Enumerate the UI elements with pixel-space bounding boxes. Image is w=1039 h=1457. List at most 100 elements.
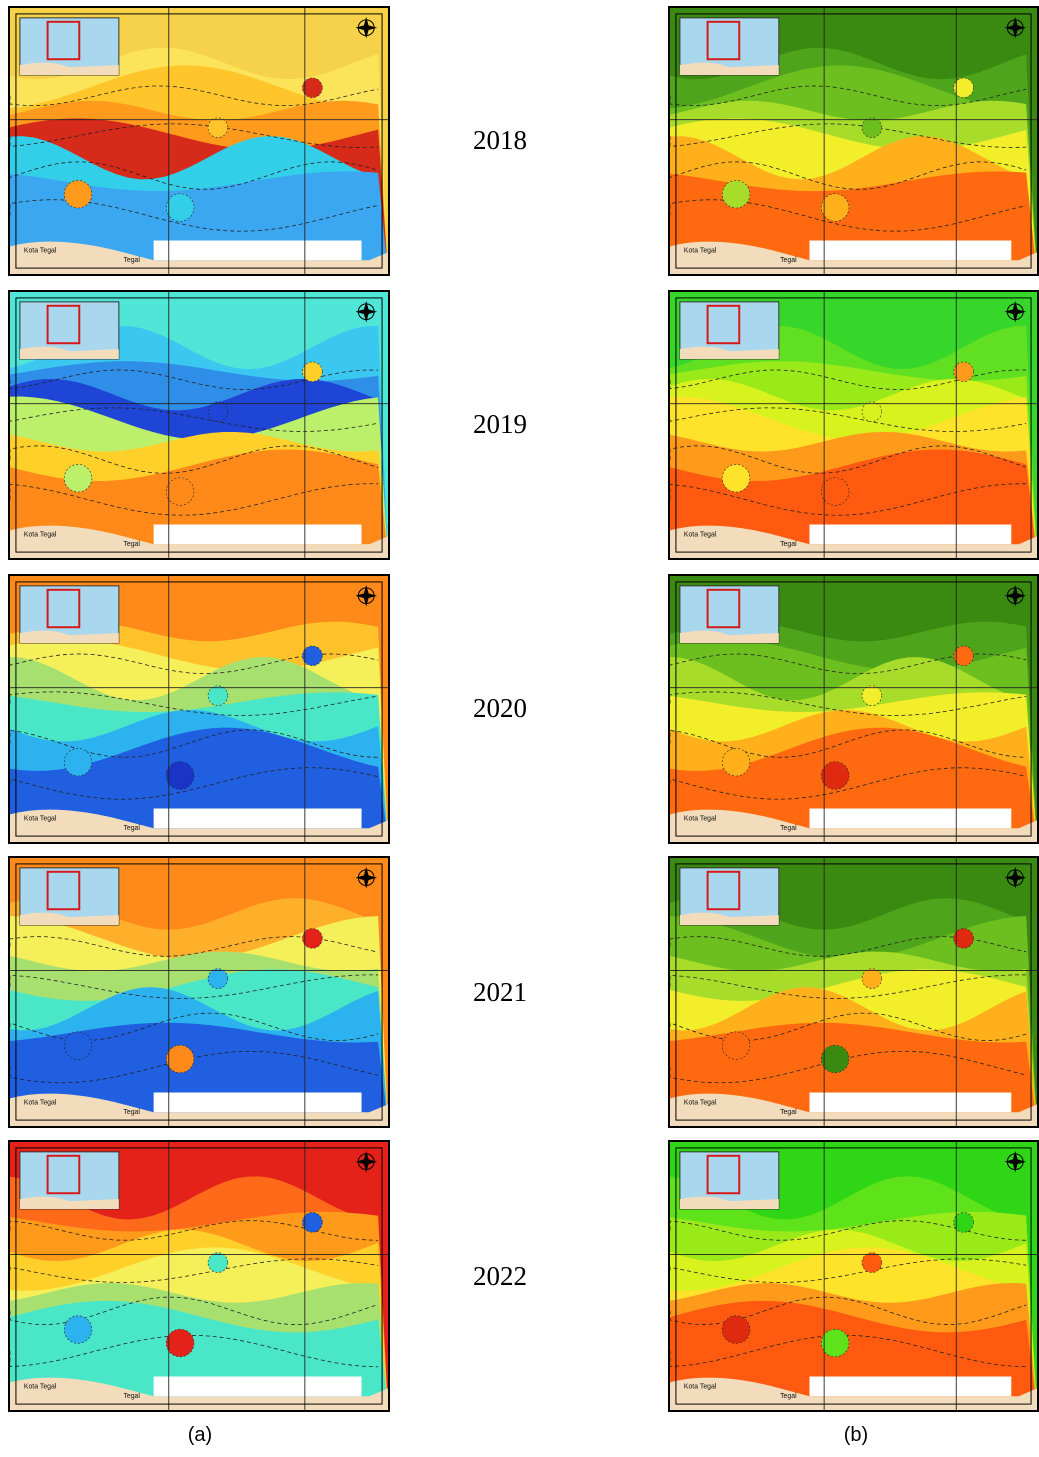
year-label-2019: 2019 (473, 409, 527, 439)
year-label-2020: 2020 (473, 693, 527, 723)
contour-line (10, 1050, 379, 1084)
contour-line (10, 483, 379, 516)
town-label: Tegal (123, 1393, 140, 1400)
contour-line (670, 1334, 1027, 1368)
white-area (809, 240, 1012, 261)
land-area (10, 809, 388, 842)
white-area (809, 1376, 1012, 1397)
contour-spot (861, 685, 883, 706)
town-label: Tegal (780, 825, 797, 832)
column-label-b: (b) (843, 1424, 869, 1446)
contour-line (670, 161, 1027, 190)
contour-spot (721, 464, 751, 493)
contour-line (10, 653, 379, 674)
map-panel-b-2018: Kota Tegal Tegal (668, 6, 1039, 276)
map-panel-a-2022: Kota Tegal Tegal (8, 1140, 390, 1412)
city-label: Kota Tegal (684, 531, 717, 538)
contour-line (670, 691, 1027, 716)
inset-extent-box (46, 304, 81, 345)
contour-spot (721, 1315, 751, 1344)
contour-spot (861, 401, 883, 422)
city-label: Kota Tegal (684, 1383, 717, 1390)
contour-map-b-2022: Kota Tegal Tegal (670, 1142, 1037, 1410)
column-label-a: (a) (187, 1424, 213, 1446)
town-label: Tegal (123, 1109, 140, 1116)
map-frame (15, 863, 383, 1121)
contour-line (10, 729, 379, 758)
contour-line (670, 85, 1027, 107)
contour-spot (861, 1252, 883, 1273)
inset-land (19, 1196, 119, 1209)
white-area (153, 1376, 362, 1397)
compass-rose-icon (1004, 16, 1027, 39)
contour-spot (821, 193, 850, 222)
contour-line (10, 85, 379, 107)
contour-line (670, 407, 1027, 432)
map-frame (15, 13, 383, 269)
compass-rose-icon (355, 584, 378, 607)
contour-spot (165, 193, 195, 222)
city-label: Kota Tegal (684, 1099, 717, 1106)
contour-line (10, 1012, 379, 1041)
city-label: Kota Tegal (684, 247, 717, 254)
map-frame (675, 297, 1032, 553)
white-area (153, 808, 362, 829)
contour-line (10, 199, 379, 232)
contour-spot (63, 1315, 93, 1344)
town-label: Tegal (123, 257, 140, 264)
contour-spot (861, 117, 883, 138)
city-label: Kota Tegal (684, 815, 717, 822)
town-label: Tegal (123, 541, 140, 548)
contour-line (10, 123, 379, 148)
town-label: Tegal (780, 257, 797, 264)
land-area (670, 809, 1037, 842)
contour-map-b-2019: Kota Tegal Tegal (670, 292, 1037, 558)
inset-land (19, 912, 119, 925)
white-area (809, 1092, 1012, 1113)
land-area (670, 1377, 1037, 1410)
town-label: Tegal (780, 1109, 797, 1116)
contour-line (670, 767, 1027, 800)
land-area (10, 241, 388, 274)
inset-extent-box (706, 304, 741, 345)
city-label: Kota Tegal (24, 247, 57, 254)
contour-spot (63, 1031, 93, 1060)
contour-map-a-2019: Kota Tegal Tegal (10, 292, 388, 558)
contour-spot (207, 401, 229, 422)
city-label: Kota Tegal (24, 1099, 57, 1106)
contour-spot (165, 477, 195, 506)
inset-extent-box (46, 870, 81, 911)
year-label-2021: 2021 (473, 977, 527, 1007)
city-label: Kota Tegal (24, 815, 57, 822)
contour-line (10, 974, 379, 999)
inset-land (679, 62, 779, 75)
map-frame (675, 13, 1032, 269)
inset-land (19, 346, 119, 359)
inset-extent-box (706, 588, 741, 629)
map-panel-b-2020: Kota Tegal Tegal (668, 574, 1039, 844)
contour-spot (953, 1212, 974, 1233)
contour-line (10, 1258, 379, 1283)
contour-line (670, 1258, 1027, 1283)
inset-land (19, 630, 119, 643)
year-label-2018: 2018 (473, 125, 527, 155)
contour-line (10, 407, 379, 432)
contour-line (10, 1296, 379, 1326)
inset-extent-box (706, 1154, 741, 1195)
contour-line (670, 483, 1027, 516)
contour-spot (207, 968, 229, 989)
contour-line (670, 445, 1027, 474)
contour-line (10, 445, 379, 474)
contour-spot (821, 1044, 850, 1074)
contour-spot (721, 1031, 751, 1060)
contour-line (10, 161, 379, 190)
contour-spot (207, 117, 229, 138)
map-frame (15, 581, 383, 837)
map-frame (15, 1147, 383, 1405)
white-area (809, 524, 1012, 545)
contour-spot (302, 361, 323, 382)
land-area (670, 241, 1037, 274)
contour-map-a-2022: Kota Tegal Tegal (10, 1142, 388, 1410)
map-frame (15, 297, 383, 553)
contour-map-a-2020: Kota Tegal Tegal (10, 576, 388, 842)
